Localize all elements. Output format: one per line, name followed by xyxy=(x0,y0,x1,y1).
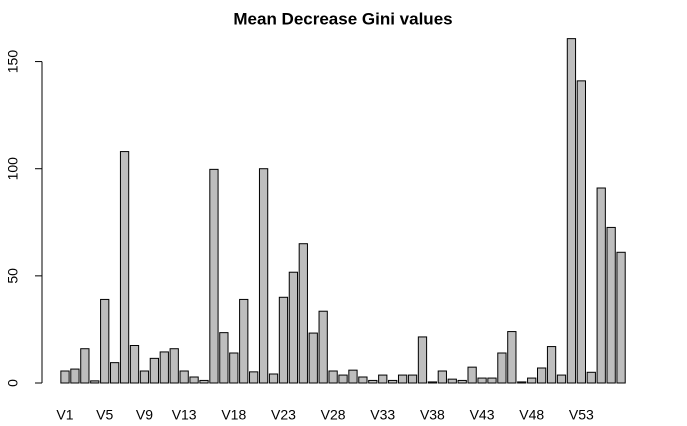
bar xyxy=(229,352,239,384)
bar xyxy=(487,377,497,384)
bar xyxy=(110,362,120,384)
bar xyxy=(576,80,586,384)
bar xyxy=(249,371,259,384)
x-tick-label: V43 xyxy=(470,407,495,423)
bar xyxy=(298,243,308,384)
bar xyxy=(239,298,249,384)
bar xyxy=(80,348,90,384)
bar xyxy=(328,370,338,384)
bar xyxy=(169,348,179,384)
bar xyxy=(507,331,517,384)
x-tick-label: V33 xyxy=(370,407,395,423)
bar xyxy=(497,352,507,384)
bar xyxy=(447,378,457,384)
bar xyxy=(527,377,537,384)
bar xyxy=(437,370,447,384)
bar xyxy=(348,369,358,384)
x-tick-label: V48 xyxy=(519,407,544,423)
x-tick-label: V53 xyxy=(569,407,594,423)
y-tick-label: 50 xyxy=(5,268,21,284)
bar xyxy=(60,370,70,384)
bar xyxy=(308,332,318,384)
bar xyxy=(596,187,606,384)
x-tick-label: V18 xyxy=(221,407,246,423)
bar xyxy=(268,373,279,384)
bar xyxy=(397,374,408,384)
bar xyxy=(258,168,269,384)
bar xyxy=(467,366,477,384)
x-tick-label: V5 xyxy=(96,407,113,423)
bar xyxy=(536,367,547,384)
bar xyxy=(616,251,626,384)
bar xyxy=(199,379,209,384)
x-tick-label: V13 xyxy=(172,407,197,423)
bar xyxy=(556,374,567,384)
y-tick-label: 100 xyxy=(5,157,21,181)
x-tick-label: V1 xyxy=(56,407,73,423)
bar xyxy=(388,379,398,384)
bar xyxy=(368,379,378,384)
bar xyxy=(318,310,328,384)
bar xyxy=(139,370,150,384)
bar xyxy=(586,371,596,384)
bar xyxy=(546,346,557,384)
bar xyxy=(457,379,467,384)
x-tick-label: V38 xyxy=(420,407,445,423)
bar xyxy=(90,380,100,384)
bar xyxy=(407,374,418,384)
bar xyxy=(159,351,169,384)
y-tick-label: 0 xyxy=(5,379,21,387)
bar xyxy=(278,296,289,384)
bar xyxy=(129,345,140,384)
bar xyxy=(566,38,577,384)
bar xyxy=(427,381,438,384)
bar xyxy=(288,271,299,384)
bar xyxy=(219,332,229,384)
bar xyxy=(100,298,110,384)
bar xyxy=(358,376,368,384)
bar xyxy=(477,377,487,384)
bar xyxy=(179,370,189,384)
bar xyxy=(338,374,348,384)
bar xyxy=(378,374,388,384)
bar xyxy=(189,376,199,384)
bar xyxy=(209,168,219,384)
x-tick-label: V28 xyxy=(321,407,346,423)
x-tick-label: V23 xyxy=(271,407,296,423)
bar xyxy=(606,226,616,384)
bar xyxy=(417,336,428,384)
bar xyxy=(149,357,160,384)
y-tick-label: 150 xyxy=(5,50,21,74)
bar xyxy=(119,151,130,384)
x-tick-label: V9 xyxy=(136,407,153,423)
bar xyxy=(70,368,80,384)
chart-title: Mean Decrease Gini values xyxy=(233,9,452,28)
bar xyxy=(517,381,527,384)
